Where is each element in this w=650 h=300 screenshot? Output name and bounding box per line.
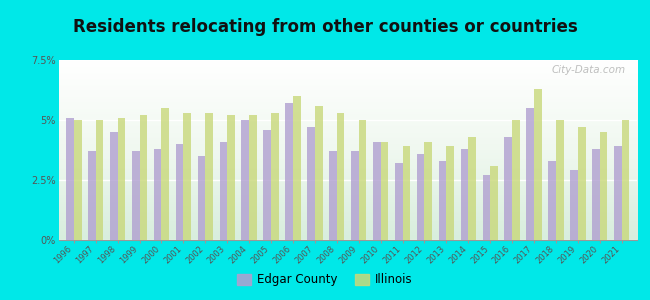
Bar bbox=[381, 142, 388, 240]
Bar bbox=[504, 137, 512, 240]
Bar bbox=[293, 96, 301, 240]
Bar bbox=[161, 108, 169, 240]
Bar bbox=[570, 170, 578, 240]
Bar bbox=[395, 163, 402, 240]
Bar bbox=[198, 156, 205, 240]
Bar bbox=[337, 113, 344, 240]
Bar bbox=[329, 151, 337, 240]
Bar bbox=[88, 151, 96, 240]
Bar bbox=[621, 120, 629, 240]
Bar bbox=[66, 118, 74, 240]
Bar bbox=[490, 166, 498, 240]
Text: City-Data.com: City-Data.com bbox=[551, 65, 625, 75]
Bar bbox=[154, 149, 161, 240]
Bar bbox=[241, 120, 249, 240]
Bar bbox=[220, 142, 228, 240]
Bar bbox=[600, 132, 607, 240]
Bar bbox=[359, 120, 367, 240]
Text: Residents relocating from other counties or countries: Residents relocating from other counties… bbox=[73, 18, 577, 36]
Bar bbox=[183, 113, 191, 240]
Bar bbox=[447, 146, 454, 240]
Bar bbox=[351, 151, 359, 240]
Bar bbox=[526, 108, 534, 240]
Bar bbox=[578, 127, 586, 240]
Bar bbox=[249, 115, 257, 240]
Bar bbox=[482, 175, 490, 240]
Legend: Edgar County, Illinois: Edgar County, Illinois bbox=[232, 269, 418, 291]
Bar bbox=[373, 142, 381, 240]
Bar bbox=[205, 113, 213, 240]
Bar bbox=[614, 146, 621, 240]
Bar bbox=[140, 115, 148, 240]
Bar bbox=[417, 154, 424, 240]
Bar bbox=[176, 144, 183, 240]
Bar bbox=[271, 113, 279, 240]
Bar bbox=[110, 132, 118, 240]
Bar bbox=[315, 106, 322, 240]
Bar bbox=[534, 89, 541, 240]
Bar bbox=[96, 120, 103, 240]
Bar bbox=[263, 130, 271, 240]
Bar bbox=[118, 118, 125, 240]
Bar bbox=[307, 127, 315, 240]
Bar bbox=[556, 120, 564, 240]
Bar bbox=[285, 103, 293, 240]
Bar bbox=[402, 146, 410, 240]
Bar bbox=[592, 149, 600, 240]
Bar bbox=[424, 142, 432, 240]
Bar bbox=[548, 161, 556, 240]
Bar bbox=[468, 137, 476, 240]
Bar bbox=[132, 151, 140, 240]
Bar bbox=[439, 161, 447, 240]
Bar bbox=[74, 120, 81, 240]
Bar bbox=[227, 115, 235, 240]
Bar bbox=[512, 120, 520, 240]
Bar bbox=[461, 149, 468, 240]
